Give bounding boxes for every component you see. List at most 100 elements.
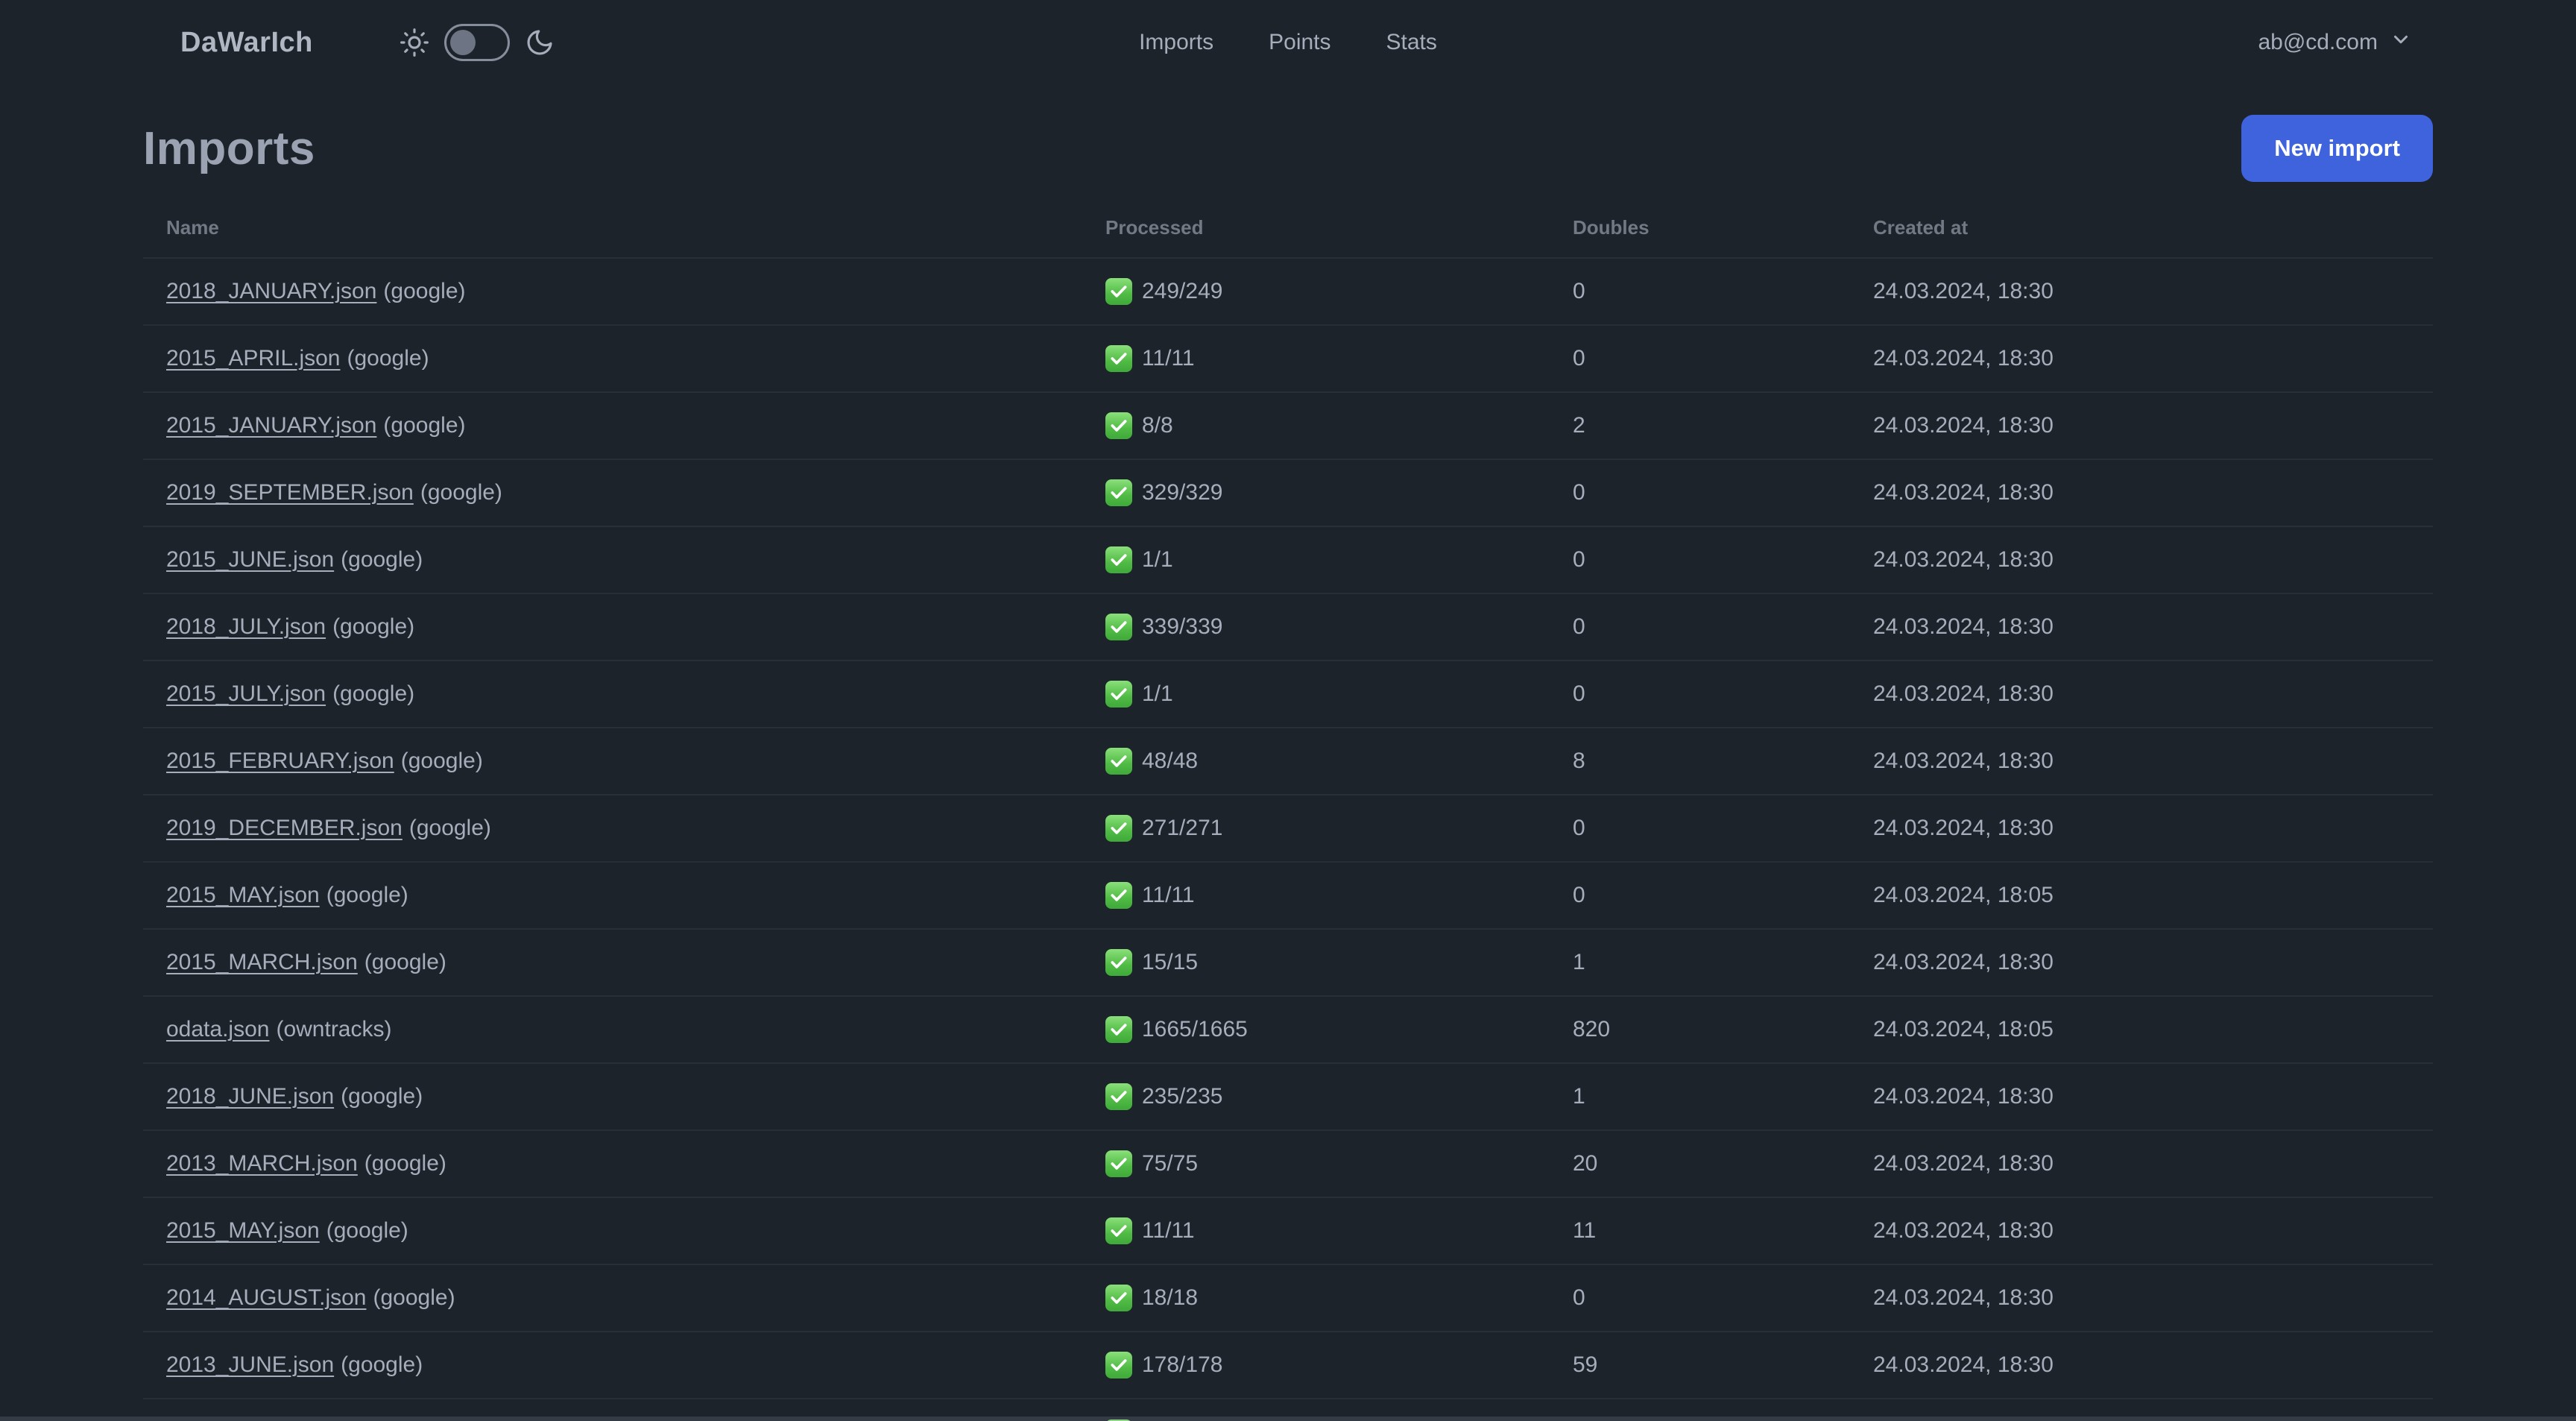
created-at-value: 24.03.2024, 18:30 bbox=[1850, 324, 2433, 392]
column-header-name: Name bbox=[166, 216, 219, 239]
import-name-cell: 2019_DECEMBER.json (google) bbox=[143, 794, 1082, 862]
import-name-cell: 2018_JULY.json (google) bbox=[143, 593, 1082, 661]
import-source: (google) bbox=[420, 480, 502, 505]
import-name-cell: 2015_MARCH.json (google) bbox=[143, 928, 1082, 996]
import-name-cell: odata.json (owntracks) bbox=[143, 995, 1082, 1063]
created-at-value: 24.03.2024, 18:05 bbox=[1850, 861, 2433, 929]
import-source: (google) bbox=[347, 346, 429, 371]
import-file-link[interactable]: 2015_FEBRUARY.json bbox=[166, 749, 394, 773]
table-row: 2015_MAY.json (google) 11/11 0 24.03.2024… bbox=[143, 861, 2433, 929]
created-at-value: 24.03.2024, 18:30 bbox=[1850, 928, 2433, 996]
nav-link-points[interactable]: Points bbox=[1269, 30, 1331, 54]
processed-cell: 271/271 bbox=[1082, 794, 1550, 862]
created-at-value: 24.03.2024, 18:30 bbox=[1850, 1264, 2433, 1332]
check-icon bbox=[1105, 681, 1132, 708]
import-file-link[interactable]: odata.json bbox=[166, 1017, 270, 1042]
check-icon bbox=[1105, 882, 1132, 909]
import-file-link[interactable]: 2013_MARCH.json bbox=[166, 1151, 358, 1176]
doubles-value: 20 bbox=[1550, 1129, 1850, 1197]
import-file-link[interactable]: 2015_MARCH.json bbox=[166, 950, 358, 974]
doubles-value: 0 bbox=[1550, 794, 1850, 862]
processed-value: 271/271 bbox=[1142, 816, 1223, 840]
table-row: 2015_MARCH.json (google) 15/15 1 24.03.20… bbox=[143, 928, 2433, 996]
new-import-button[interactable]: New import bbox=[2241, 115, 2433, 182]
processed-cell: 8/8 bbox=[1082, 391, 1550, 459]
doubles-value: 0 bbox=[1550, 1264, 1850, 1332]
import-file-link[interactable]: 2018_JUNE.json bbox=[166, 1084, 335, 1109]
user-email: ab@cd.com bbox=[2258, 30, 2378, 54]
app-logo[interactable]: DaWarIch bbox=[180, 26, 313, 58]
check-icon bbox=[1105, 949, 1132, 976]
import-file-link[interactable]: 2015_MAY.json bbox=[166, 1218, 320, 1243]
processed-value: 11/11 bbox=[1142, 883, 1195, 907]
page-header: Imports New import bbox=[143, 115, 2433, 182]
theme-toggle[interactable] bbox=[400, 24, 555, 61]
import-name-cell: 2015_JULY.json (google) bbox=[143, 660, 1082, 728]
page-title: Imports bbox=[143, 122, 315, 174]
main-nav: Imports Points Stats bbox=[1139, 0, 1437, 85]
doubles-value: 0 bbox=[1550, 324, 1850, 392]
doubles-value: 11 bbox=[1550, 1197, 1850, 1264]
import-name-cell: 2014_AUGUST.json (google) bbox=[143, 1264, 1082, 1332]
doubles-value bbox=[1550, 1398, 1850, 1421]
processed-value: 11/11 bbox=[1142, 1218, 1195, 1243]
processed-value: 235/235 bbox=[1142, 1084, 1223, 1109]
check-icon bbox=[1105, 412, 1132, 439]
import-file-link[interactable]: 2015_JULY.json bbox=[166, 681, 326, 706]
sun-icon bbox=[400, 28, 429, 57]
user-menu[interactable]: ab@cd.com bbox=[2258, 28, 2412, 57]
check-icon bbox=[1105, 546, 1132, 573]
import-source: (google) bbox=[364, 1151, 446, 1176]
table-row: 2019_SEPTEMBER.json (google) 329/329 0 24… bbox=[143, 459, 2433, 526]
import-name-cell: 2013_JUNE.json (google) bbox=[143, 1331, 1082, 1399]
import-name-cell: 2013_MARCH.json (google) bbox=[143, 1129, 1082, 1197]
check-icon bbox=[1105, 1083, 1132, 1110]
theme-switch[interactable] bbox=[443, 24, 510, 61]
nav-link-stats[interactable]: Stats bbox=[1386, 30, 1437, 54]
processed-value: 1/1 bbox=[1142, 547, 1173, 572]
created-at-value: 24.03.2024, 18:30 bbox=[1850, 526, 2433, 593]
table-row: 2015_APRIL.json (google) 11/11 0 24.03.20… bbox=[143, 324, 2433, 392]
navbar: DaWarIch Imports P bbox=[0, 0, 2576, 85]
check-icon bbox=[1105, 815, 1132, 842]
processed-cell: 1/1 bbox=[1082, 526, 1550, 593]
import-file-link[interactable]: 2015_JUNE.json bbox=[166, 547, 335, 572]
check-icon bbox=[1105, 1285, 1132, 1311]
nav-link-imports[interactable]: Imports bbox=[1139, 30, 1214, 54]
horizontal-scrollbar[interactable] bbox=[0, 1417, 2576, 1421]
import-file-link[interactable]: 2014_AUGUST.json bbox=[166, 1285, 367, 1310]
table-row: 2015_JULY.json (google) 1/1 0 24.03.2024,… bbox=[143, 660, 2433, 728]
doubles-value: 0 bbox=[1550, 660, 1850, 728]
import-file-link[interactable]: 2015_JANUARY.json bbox=[166, 413, 377, 438]
doubles-value: 2 bbox=[1550, 391, 1850, 459]
processed-cell bbox=[1082, 1398, 1550, 1421]
import-source: (google) bbox=[364, 950, 446, 974]
import-file-link[interactable]: 2015_APRIL.json bbox=[166, 346, 341, 371]
check-icon bbox=[1105, 479, 1132, 506]
created-at-value: 24.03.2024, 18:30 bbox=[1850, 660, 2433, 728]
import-file-link[interactable]: 2019_SEPTEMBER.json bbox=[166, 480, 414, 505]
created-at-value: 24.03.2024, 18:30 bbox=[1850, 257, 2433, 325]
import-file-link[interactable]: 2015_MAY.json bbox=[166, 883, 320, 907]
main-content: Imports New import Name Processed Double… bbox=[0, 115, 2576, 1421]
import-file-link[interactable]: 2018_JULY.json bbox=[166, 614, 326, 639]
doubles-value: 0 bbox=[1550, 257, 1850, 325]
import-file-link[interactable]: 2018_JANUARY.json bbox=[166, 279, 377, 303]
processed-cell: 329/329 bbox=[1082, 459, 1550, 526]
import-source: (google) bbox=[408, 816, 491, 840]
import-source: (google) bbox=[341, 547, 423, 572]
column-header-created-at: Created at bbox=[1873, 216, 1969, 239]
imports-table-body: 2018_JANUARY.json (google) 249/249 0 24.0… bbox=[143, 257, 2433, 1421]
created-at-value: 24.03.2024, 18:30 bbox=[1850, 794, 2433, 862]
table-row: 2019_DECEMBER.json (google) 271/271 0 24.… bbox=[143, 794, 2433, 862]
table-row: odata.json (owntracks) 1665/1665 820 24.0… bbox=[143, 995, 2433, 1063]
processed-value: 48/48 bbox=[1142, 749, 1199, 773]
import-file-link[interactable]: 2019_DECEMBER.json bbox=[166, 816, 402, 840]
doubles-value: 1 bbox=[1550, 1062, 1850, 1130]
import-name-cell: 2015_JUNE.json (google) bbox=[143, 526, 1082, 593]
import-source: (owntracks) bbox=[276, 1017, 392, 1042]
import-file-link[interactable]: 2013_JUNE.json bbox=[166, 1352, 335, 1377]
chevron-down-icon bbox=[2390, 28, 2412, 57]
table-header-row: Name Processed Doubles Created at bbox=[143, 197, 2433, 258]
